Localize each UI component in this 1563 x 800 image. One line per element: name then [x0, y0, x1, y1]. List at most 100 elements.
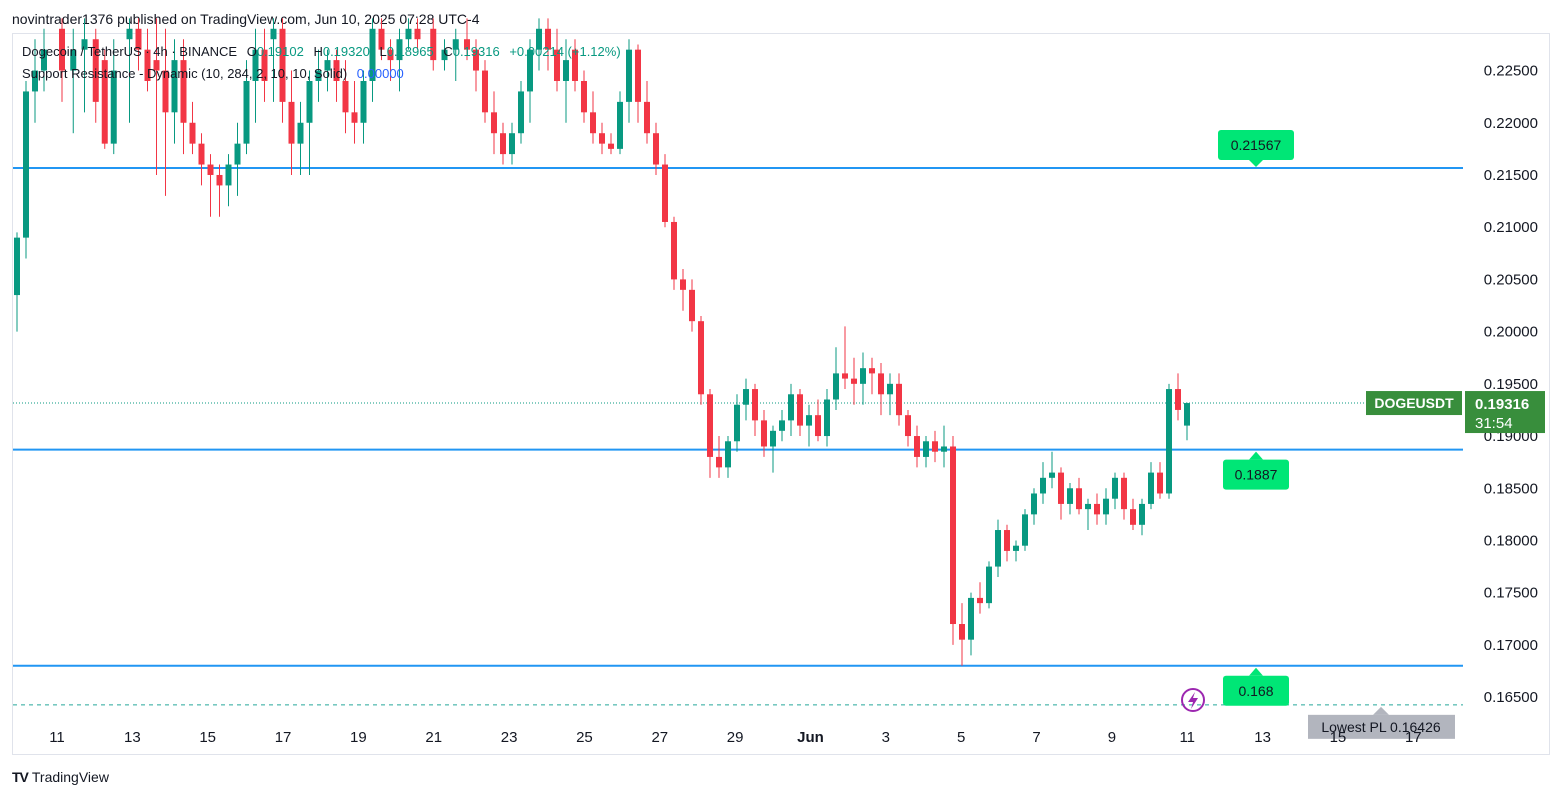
candle-body [396, 39, 403, 61]
candle-body [405, 28, 412, 40]
y-tick-label: 0.20000 [1484, 324, 1538, 341]
symbol-price-tag: DOGEUSDT [1366, 391, 1462, 416]
candle-body [23, 91, 29, 238]
lightning-icon[interactable] [1181, 688, 1205, 712]
candle-body [923, 441, 929, 457]
candle-body [297, 122, 304, 144]
candle-body [243, 80, 250, 144]
candle-body [977, 597, 983, 604]
candle-body [968, 597, 974, 640]
candle-body [752, 389, 758, 421]
candle-body [509, 133, 515, 155]
candle-body [941, 446, 947, 452]
candle-body [360, 80, 367, 123]
candle-body [101, 60, 108, 144]
candle-body [110, 70, 117, 144]
y-tick-label: 0.17500 [1484, 585, 1538, 602]
candle-body [207, 164, 214, 175]
candle-body [59, 28, 65, 71]
candle-body [959, 624, 965, 640]
candle-body [234, 143, 241, 165]
y-tick-label: 0.21000 [1484, 219, 1538, 236]
candle-body [1085, 503, 1091, 510]
candle-body [689, 289, 695, 322]
candle-body [32, 70, 38, 92]
candle-body [1148, 472, 1154, 504]
x-tick-label: 19 [350, 729, 367, 746]
candle-body [1031, 493, 1037, 515]
candle-body [369, 28, 376, 81]
candle-body [216, 174, 223, 186]
candle-body [1058, 472, 1064, 504]
close-value: 0.19316 [452, 44, 500, 59]
candle-body [252, 49, 259, 81]
indicator-title: Support Resistance - Dynamic (10, 284, 2… [22, 66, 348, 81]
chart-frame[interactable] [12, 33, 1550, 755]
candle-body [545, 28, 551, 50]
x-tick-label: 25 [576, 729, 593, 746]
candle-body [950, 446, 956, 625]
candle-body [1049, 472, 1055, 478]
x-tick-label: 9 [1108, 729, 1116, 746]
footer-brand[interactable]: TV TradingView [12, 769, 109, 785]
candle-body [261, 49, 268, 81]
symbol-legend[interactable]: Dogecoin / TetherUS · 4h · BINANCE O0.19… [22, 44, 621, 59]
candle-body [626, 49, 632, 102]
candle-body [270, 28, 277, 40]
lowest-label-box [1308, 714, 1455, 739]
candle-body [81, 39, 88, 50]
candle-body [806, 415, 812, 426]
level-label-text: 0.21567 [1231, 137, 1282, 153]
candle-body [1022, 514, 1028, 546]
open-label: O [246, 44, 257, 59]
candle-body [608, 143, 614, 149]
candle-body [1040, 477, 1046, 494]
candle-body [306, 80, 313, 123]
candle-body [126, 28, 133, 40]
indicator-legend[interactable]: Support Resistance - Dynamic (10, 284, 2… [22, 66, 404, 81]
high-value: 0.19320 [322, 44, 370, 59]
candle-body [986, 566, 992, 604]
last-price-text: 0.19316 [1475, 396, 1529, 413]
candle-body [770, 430, 776, 447]
candle-body [180, 60, 187, 123]
candle-body [414, 28, 421, 40]
candle-body [315, 70, 322, 81]
candle-body [171, 60, 178, 113]
candle-body [279, 28, 286, 102]
candle-body [644, 101, 650, 134]
candle-body [225, 164, 232, 186]
candle-body [482, 70, 488, 113]
x-tick-label: 5 [957, 729, 965, 746]
candle-body [761, 420, 767, 447]
candle-body [725, 441, 731, 468]
candle-body [288, 101, 295, 144]
level-label-text: 0.168 [1238, 683, 1273, 699]
candle-body [153, 60, 160, 71]
candle-body [70, 49, 77, 71]
candle-body [378, 28, 385, 50]
candle-body [1013, 545, 1019, 551]
x-tick-label: 15 [199, 729, 216, 746]
candle-body [851, 378, 857, 384]
candle-body [351, 112, 358, 123]
candle-body [824, 399, 830, 437]
candle-body [92, 39, 99, 102]
candle-body [1004, 530, 1010, 551]
candle-body [1067, 488, 1073, 504]
y-tick-label: 0.17000 [1484, 637, 1538, 654]
x-tick-label: 17 [1405, 729, 1422, 746]
candle-body [41, 49, 47, 71]
high-label: H [313, 44, 323, 59]
candle-body [14, 237, 20, 296]
candle-body [1121, 477, 1127, 510]
low-label: L [379, 44, 387, 59]
candle-body [671, 221, 677, 280]
candle-body [932, 441, 938, 452]
candle-body [1139, 503, 1145, 525]
candle-body [743, 389, 749, 405]
level-label-pointer [1249, 667, 1263, 676]
y-tick-label: 0.19500 [1484, 376, 1538, 393]
candle-body [617, 101, 623, 149]
